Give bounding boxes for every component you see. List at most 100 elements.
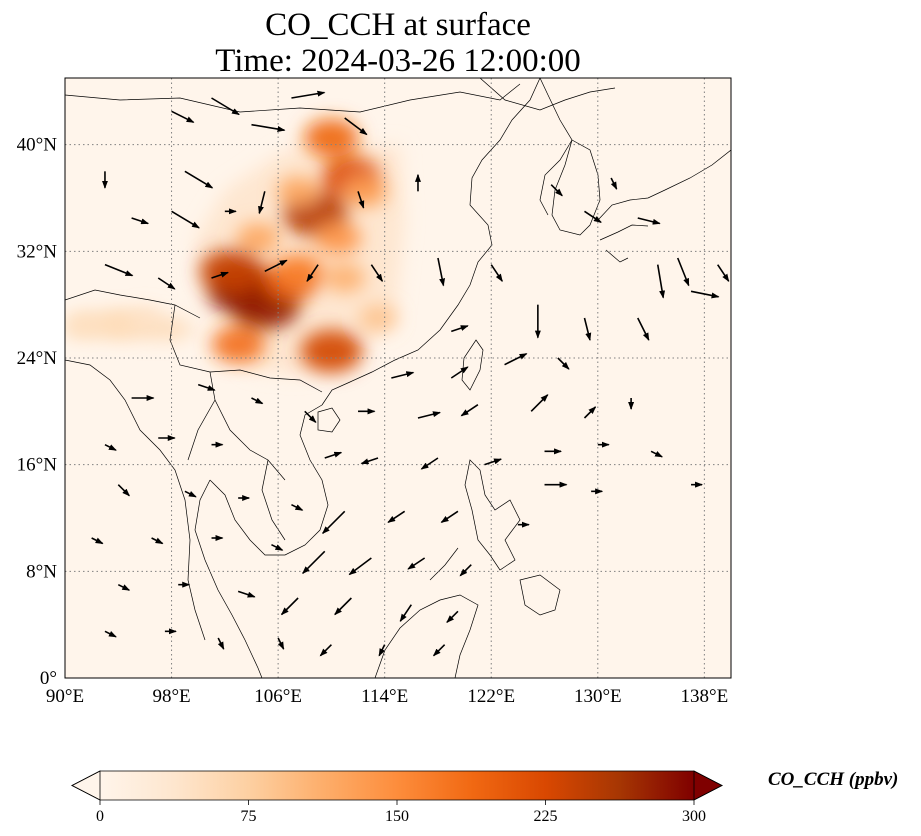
map-time-subtitle: Time: 2024-03-26 12:00:00 [215,43,581,79]
colorbar-label: CO_CCH (ppbv) [768,769,899,790]
wind-vector [650,450,663,458]
philippines-mindanao [519,574,561,616]
china-coastline [321,78,541,406]
colorbar-tick-label: 75 [241,808,257,825]
latitude-tick-label: 0° [40,668,57,689]
co-hotspot [236,222,280,254]
wind-vector [610,177,618,190]
latitude-tick-label: 32°N [17,241,58,262]
mongolia-border [65,83,521,113]
co-hotspot [276,176,320,207]
co-hotspot [199,249,264,294]
co-hotspot [69,313,101,336]
longitude-tick-label: 106°E [254,686,302,707]
wind-vector [656,264,666,299]
wind-vector [450,366,469,379]
latitude-tick-label: 16°N [17,455,58,476]
colorbar-max-extension [693,770,723,801]
wind-vector [690,290,720,299]
wind-vector [584,210,602,223]
wind-vector [251,397,264,405]
wind-vector [460,404,479,417]
japan-kyushu-honshu [597,149,731,263]
longitude-tick-label: 130°E [574,686,622,707]
wind-vector [197,383,216,391]
longitude-tick-label: 138°E [681,686,729,707]
bohai-coast [539,78,573,216]
taiwan-island [461,339,484,391]
co-hotspot [273,253,324,289]
wind-vector [302,550,326,575]
wind-vector [151,537,164,545]
wind-vector [391,371,415,379]
wind-vector [104,443,117,451]
co-hotspot [323,263,366,293]
colorbar-tick-label: 150 [385,808,409,825]
wind-vector [237,590,256,598]
inner-asia-border [479,78,616,111]
wind-vector [637,317,650,341]
co-hotspot [303,118,359,158]
co-hotspot [102,313,135,336]
latitude-tick-label: 40°N [17,135,58,156]
wind-vector [322,510,346,535]
wind-vector [484,458,503,466]
wind-vector [378,644,386,657]
wind-vector [357,191,365,209]
wind-vector [417,411,441,419]
korea-peninsula [551,139,601,236]
co-hotspot [129,307,161,329]
wind-vector [171,210,200,229]
wind-vector [490,264,503,282]
wind-vector [291,503,304,511]
wind-vector [420,457,439,470]
wind-vector [251,123,286,132]
wind-vector [344,117,368,136]
wind-vector [530,394,549,412]
gulf-of-thailand [194,479,263,678]
wind-vector [184,170,214,189]
map-title: CO_CCH at surface [265,7,531,43]
wind-vector-field [91,90,730,657]
wind-vector [324,451,343,459]
wind-vector [407,557,426,570]
co-hotspots [69,118,398,373]
co-hotspot [358,304,398,332]
wind-vector [184,490,197,498]
borneo-coast [374,594,479,678]
wind-vector [637,217,661,225]
map-frame [64,77,732,679]
wind-vector [550,184,563,197]
wind-vector [432,644,446,657]
wind-vector [291,90,326,99]
co-hotspot [211,326,265,364]
wind-vector [440,510,459,523]
palawan-island [429,547,459,581]
wind-vector [258,191,266,215]
wind-vector [211,97,240,116]
wind-vector [157,277,176,290]
wind-vector [717,264,730,282]
wind-vector [117,583,131,591]
wind-vector [583,317,592,341]
colorbar-tick-label: 0 [96,808,104,825]
wind-vector [217,637,225,650]
wind-vector [370,264,384,282]
wind-vector [91,537,104,545]
hainan-island [317,407,341,433]
wind-vector [557,357,570,370]
co-hotspot [314,221,362,255]
wind-vector [304,410,317,424]
axis-tick-labels: 90°E 98°E 106°E 114°E 122°E 130°E 138°E 0° 8°N 16… [17,135,729,707]
co-hotspot [300,329,363,373]
china-interior-borders [65,289,323,541]
philippines-luzon [464,459,521,571]
wind-vector [104,630,117,638]
co-hotspot [342,175,388,207]
map-panel [64,77,732,679]
concentration-layer [65,118,405,375]
longitude-tick-label: 90°E [46,686,84,707]
wind-vector [387,510,406,523]
wind-vector [277,637,285,650]
